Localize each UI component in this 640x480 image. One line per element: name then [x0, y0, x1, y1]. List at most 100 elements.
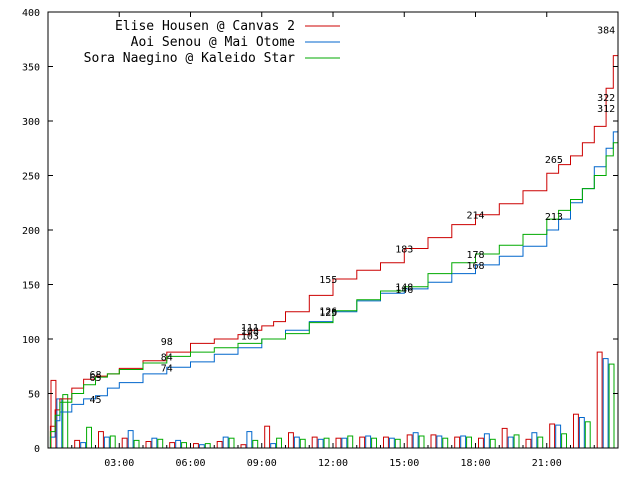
- hourly-bar: [549, 423, 556, 449]
- hourly-bar: [596, 351, 603, 449]
- hourly-bar: [169, 442, 176, 449]
- hourly-bar: [555, 424, 562, 449]
- data-label: 45: [89, 395, 101, 406]
- hourly-bar: [264, 425, 271, 449]
- hourly-bar: [460, 435, 467, 449]
- hourly-bar: [454, 436, 461, 449]
- data-label: 84: [161, 352, 173, 363]
- hourly-bar: [573, 413, 579, 449]
- hourly-bar: [98, 431, 104, 449]
- data-label: 312: [597, 104, 615, 115]
- y-tick-label: 150: [22, 281, 40, 292]
- data-label: 103: [241, 332, 259, 343]
- hourly-bar: [145, 441, 152, 449]
- hourly-bar: [341, 437, 348, 449]
- hourly-bar: [311, 436, 318, 449]
- hourly-bar: [193, 443, 199, 449]
- hourly-bar: [602, 358, 609, 449]
- legend-label: Elise Housen @ Canvas 2: [115, 19, 295, 34]
- legend-label: Sora Naegino @ Kaleido Star: [84, 51, 295, 66]
- hourly-bar: [323, 437, 330, 449]
- x-tick-label: 06:00: [175, 458, 205, 469]
- data-label: 68: [89, 370, 101, 381]
- hourly-bar: [216, 441, 223, 449]
- data-label: 183: [395, 245, 413, 256]
- hourly-bar: [359, 436, 366, 449]
- y-tick-label: 300: [22, 117, 40, 128]
- hourly-bar: [430, 434, 437, 449]
- hourly-bar: [103, 436, 110, 449]
- hourly-bars: [50, 351, 615, 449]
- legend-label: Aoi Senou @ Mai Otome: [131, 35, 296, 50]
- y-tick-label: 0: [34, 444, 40, 455]
- hourly-bar: [299, 438, 306, 449]
- hourly-bar: [270, 443, 277, 449]
- series-line: [48, 97, 619, 449]
- hourly-bar: [418, 435, 425, 449]
- hourly-bar: [383, 436, 389, 449]
- x-tick-label: 09:00: [247, 458, 277, 469]
- hourly-bar: [109, 435, 116, 449]
- hourly-bar: [127, 430, 134, 449]
- hourly-bar: [121, 437, 128, 449]
- x-tick-label: 18:00: [460, 458, 490, 469]
- data-label: 126: [319, 307, 337, 318]
- series-line: [48, 107, 619, 449]
- hourly-bar: [222, 436, 229, 449]
- data-label: 322: [597, 93, 615, 104]
- hourly-bar: [501, 427, 508, 449]
- hourly-bar: [293, 436, 300, 449]
- hourly-bar: [175, 439, 182, 449]
- data-label: 213: [545, 212, 563, 223]
- hourly-bar: [204, 443, 211, 449]
- data-label: 65: [89, 373, 101, 384]
- hourly-bar: [578, 417, 585, 449]
- hourly-bar: [436, 435, 443, 449]
- y-tick-label: 350: [22, 63, 40, 74]
- hourly-bar: [442, 437, 449, 449]
- hourly-bar: [335, 437, 342, 449]
- data-label: 265: [545, 155, 563, 166]
- hourly-bar: [478, 437, 484, 449]
- hourly-bar: [537, 436, 544, 449]
- y-tick-label: 50: [28, 390, 40, 401]
- hourly-bar: [406, 434, 413, 449]
- data-label: 168: [466, 261, 484, 272]
- x-tick-label: 12:00: [318, 458, 348, 469]
- hourly-bar: [483, 433, 490, 449]
- data-label: 148: [395, 283, 413, 294]
- data-label: 98: [161, 337, 173, 348]
- hourly-bar: [181, 442, 188, 449]
- hourly-bar: [365, 435, 372, 449]
- hourly-bar: [288, 432, 294, 449]
- hourly-bar: [489, 438, 496, 449]
- hourly-bar: [371, 437, 378, 449]
- hourly-bar: [531, 432, 538, 449]
- hourly-bar: [157, 438, 164, 449]
- hourly-bar: [608, 363, 615, 449]
- hourly-bar: [412, 432, 419, 449]
- hourly-bar: [74, 439, 81, 449]
- hourly-bar: [525, 438, 532, 449]
- hourly-bar: [56, 398, 63, 449]
- hourly-bar: [228, 437, 235, 449]
- hourly-bar: [347, 435, 354, 449]
- cumulative-lines: [48, 29, 619, 449]
- data-label: 146: [395, 285, 413, 296]
- y-tick-label: 250: [22, 172, 40, 183]
- axes: 0 50 100 150 200 250 300 350 400 03:00 06:00 09:00 1…: [22, 8, 619, 469]
- y-tick-label: 200: [22, 226, 40, 237]
- data-label: 125: [319, 308, 337, 319]
- data-labels: 68 98 111 155 183 214 265 384 45 74 108 125 146 168 32…: [89, 25, 615, 406]
- x-tick-label: 21:00: [532, 458, 562, 469]
- hourly-bar: [388, 437, 395, 449]
- hourly-bar: [584, 421, 591, 449]
- hourly-bar: [86, 426, 92, 449]
- y-tick-label: 100: [22, 335, 40, 346]
- data-label: 74: [161, 363, 173, 374]
- data-label: 178: [466, 250, 484, 261]
- hourly-bar: [252, 439, 259, 449]
- hourly-bar: [151, 437, 158, 449]
